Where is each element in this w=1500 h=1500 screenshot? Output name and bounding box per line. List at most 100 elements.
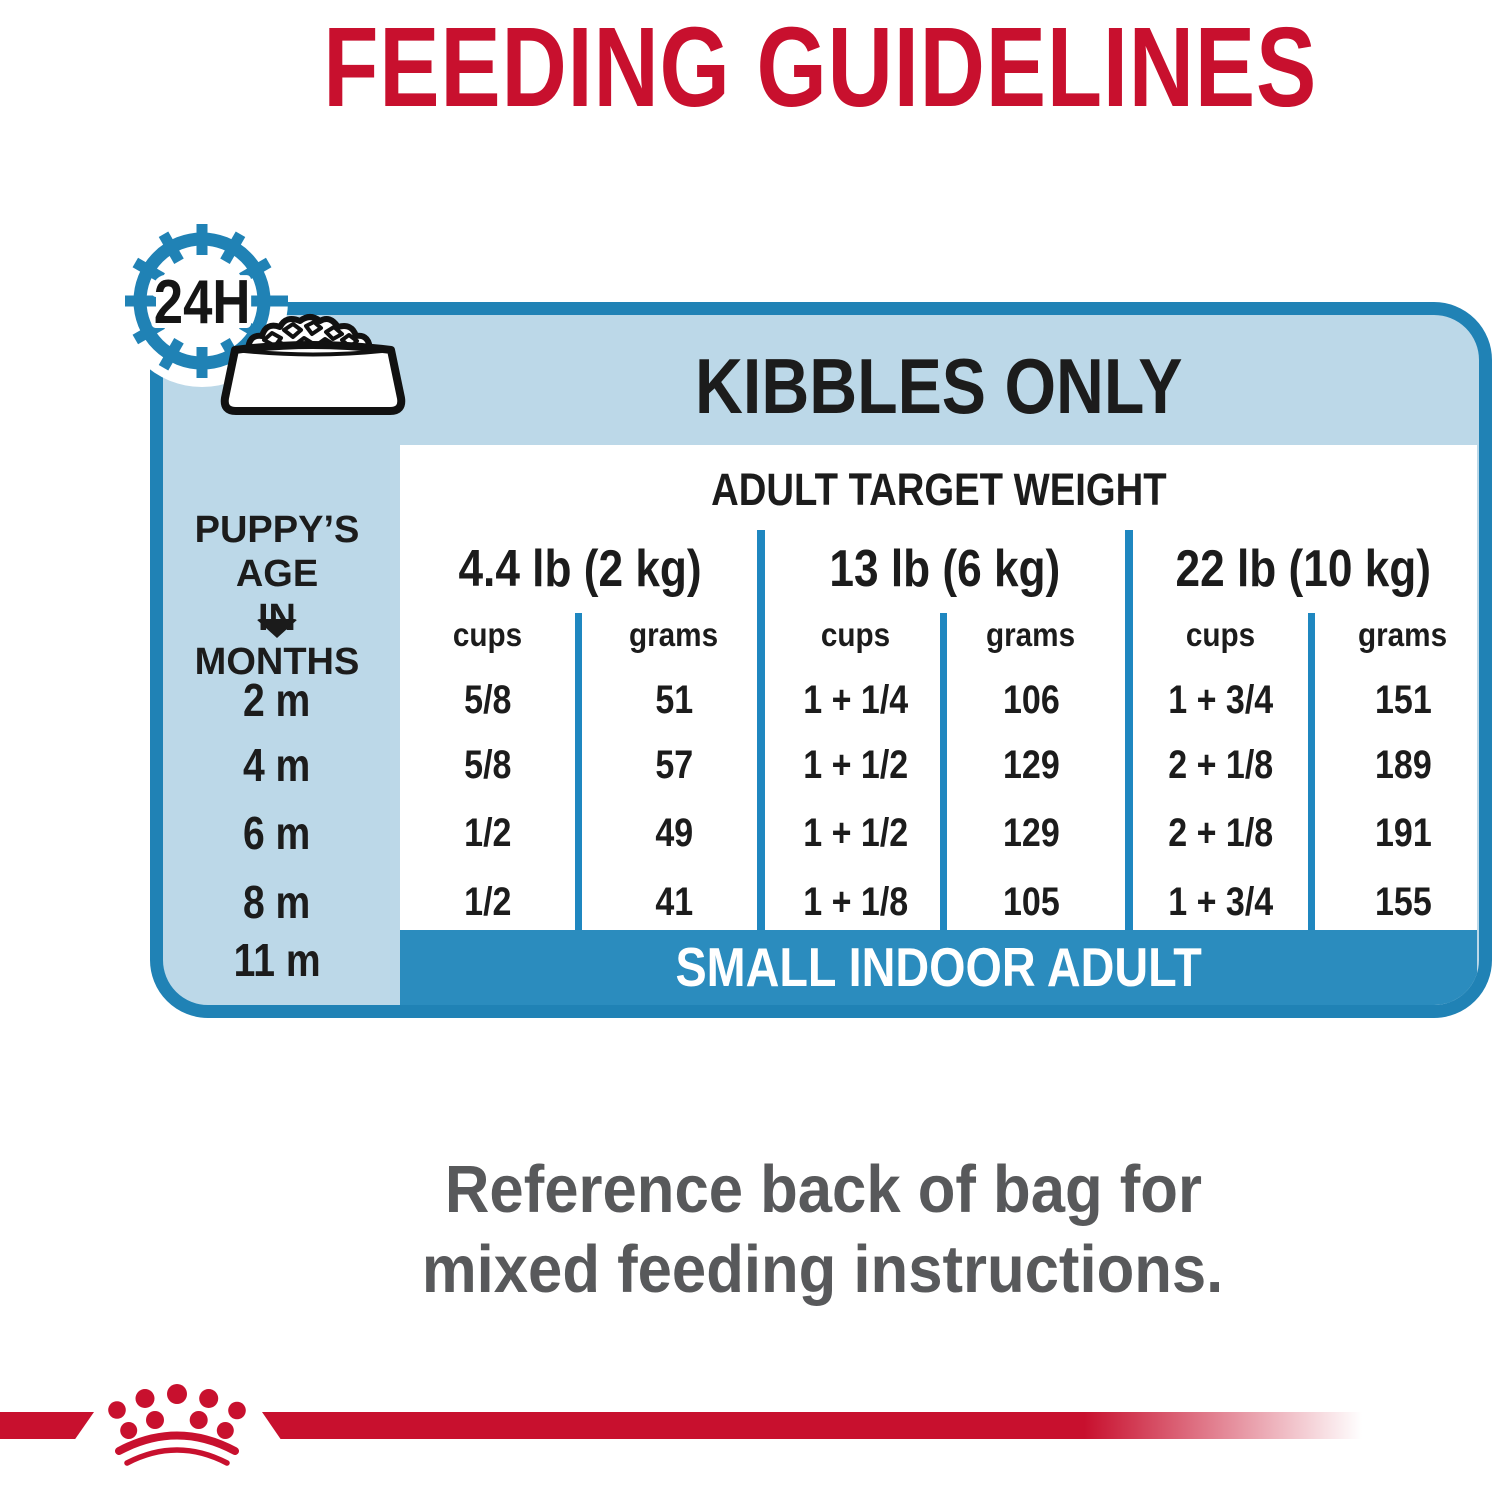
cell-8m-cups-6kg: 1 + 1/8 — [803, 880, 909, 924]
table-cell: 2 + 1/8 — [1136, 809, 1306, 857]
table-cell: 1/2 — [403, 809, 573, 857]
unit-grams: grams — [986, 616, 1076, 653]
reference-note: Reference back of bag for mixed feeding … — [146, 1150, 1500, 1310]
note-line2-text: mixed feeding instructions. — [422, 1232, 1224, 1307]
unit-cups: cups — [821, 616, 891, 653]
age-label: 11 m — [177, 934, 377, 986]
cell-6m-cups-10kg: 2 + 1/8 — [1168, 811, 1274, 855]
cell-8m-grams-2kg: 41 — [655, 880, 693, 924]
table-cell: 1 + 1/4 — [771, 676, 941, 724]
cell-6m-grams-2kg: 49 — [655, 811, 693, 855]
down-arrow-icon — [256, 619, 298, 638]
kibbles-only-heading: KIBBLES ONLY — [400, 343, 1477, 429]
clock-24h-icon: 24H — [116, 215, 288, 387]
cell-4m-cups-2kg: 5/8 — [464, 743, 512, 787]
table-cell: 155 — [1318, 878, 1479, 926]
table-cell: 129 — [946, 741, 1116, 789]
table-cell: 1 + 1/2 — [771, 809, 941, 857]
age-6m: 6 m — [243, 807, 311, 859]
adult-target-weight-header: ADULT TARGET WEIGHT — [400, 465, 1477, 515]
column-divider — [1125, 530, 1133, 930]
table-cell: 49 — [589, 809, 759, 857]
column-divider — [1308, 613, 1315, 930]
unit-header: cups — [403, 617, 573, 653]
cell-4m-grams-2kg: 57 — [655, 743, 693, 787]
table-cell: 5/8 — [403, 676, 573, 724]
unit-header: grams — [946, 617, 1116, 653]
brand-band-right — [262, 1412, 1420, 1439]
table-cell: 57 — [589, 741, 759, 789]
weight-group-header: 22 lb (10 kg) — [1129, 541, 1477, 597]
cell-4m-grams-10kg: 189 — [1374, 743, 1432, 787]
table-cell: 5/8 — [403, 741, 573, 789]
table-cell: 191 — [1318, 809, 1479, 857]
age-label: 2 m — [177, 674, 377, 726]
clock-24h-label: 24H — [154, 268, 251, 337]
age-4m: 4 m — [243, 739, 311, 791]
age-column-header: PUPPY’S AGE IN MONTHS — [177, 508, 377, 684]
cell-6m-cups-2kg: 1/2 — [464, 811, 512, 855]
royal-canin-crown-logo — [108, 1384, 246, 1466]
unit-header: cups — [1136, 617, 1306, 653]
age-label: 8 m — [177, 876, 377, 928]
cell-2m-grams-2kg: 51 — [655, 678, 693, 722]
cell-4m-cups-10kg: 2 + 1/8 — [1168, 743, 1274, 787]
cell-6m-grams-6kg: 129 — [1002, 811, 1060, 855]
unit-cups: cups — [453, 616, 523, 653]
cell-8m-grams-6kg: 105 — [1002, 880, 1060, 924]
column-divider — [940, 613, 947, 930]
table-cell: 2 + 1/8 — [1136, 741, 1306, 789]
note-line1-text: Reference back of bag for — [444, 1152, 1202, 1227]
table-cell: 1 + 1/2 — [771, 741, 941, 789]
cell-2m-cups-2kg: 5/8 — [464, 678, 512, 722]
unit-header: grams — [1318, 616, 1479, 653]
weight-10kg: 22 lb (10 kg) — [1175, 540, 1431, 598]
cell-6m-cups-6kg: 1 + 1/2 — [803, 811, 909, 855]
cell-8m-cups-2kg: 1/2 — [464, 880, 512, 924]
table-cell: 105 — [946, 878, 1116, 926]
cell-2m-grams-6kg: 106 — [1002, 678, 1060, 722]
age-label: 6 m — [177, 807, 377, 859]
food-bowl-icon — [220, 314, 406, 415]
table-cell: 189 — [1318, 741, 1479, 789]
feeding-table-panel: KIBBLES ONLY PUPPY’S AGE IN MONTHS 2 m 4… — [150, 302, 1492, 1018]
cell-2m-grams-10kg: 151 — [1374, 678, 1432, 722]
adult-target-weight-text: ADULT TARGET WEIGHT — [710, 464, 1167, 515]
age-header-line2: IN MONTHS — [194, 597, 360, 683]
unit-grams: grams — [1358, 616, 1448, 653]
page-title: FEEDING GUIDELINES — [150, 8, 1490, 126]
column-divider — [575, 613, 582, 930]
table-cell: 106 — [946, 676, 1116, 724]
age-11m: 11 m — [233, 934, 321, 986]
table-cell: 1 + 3/4 — [1136, 676, 1306, 724]
weight-group-header: 13 lb (6 kg) — [761, 541, 1129, 597]
page-title-text: FEEDING GUIDELINES — [323, 4, 1317, 130]
table-cell: 129 — [946, 809, 1116, 857]
table-cell: 1 + 1/8 — [771, 878, 941, 926]
age-label: 4 m — [177, 739, 377, 791]
reference-note-line2: mixed feeding instructions. — [146, 1230, 1500, 1310]
reference-note-line1: Reference back of bag for — [146, 1150, 1500, 1230]
unit-grams: grams — [629, 616, 719, 653]
cell-2m-cups-10kg: 1 + 3/4 — [1168, 678, 1274, 722]
table-cell: 41 — [589, 878, 759, 926]
cell-8m-grams-10kg: 155 — [1374, 880, 1432, 924]
weight-6kg: 13 lb (6 kg) — [829, 540, 1061, 598]
unit-header: cups — [771, 617, 941, 653]
product-name: SMALL INDOOR ADULT — [400, 930, 1477, 1005]
column-divider — [757, 530, 765, 930]
table-cell: 51 — [589, 676, 759, 724]
table-cell: 1/2 — [403, 878, 573, 926]
weight-2kg: 4.4 lb (2 kg) — [458, 540, 703, 598]
table-cell: 151 — [1318, 676, 1479, 724]
cell-6m-grams-10kg: 191 — [1374, 811, 1432, 855]
product-name-bar: SMALL INDOOR ADULT — [400, 930, 1477, 1005]
unit-cups: cups — [1186, 616, 1256, 653]
table-cell: 1 + 3/4 — [1136, 878, 1306, 926]
cell-4m-grams-6kg: 129 — [1002, 743, 1060, 787]
weight-group-header: 4.4 lb (2 kg) — [400, 541, 761, 597]
age-header-line1: PUPPY’S AGE — [194, 509, 360, 595]
age-2m: 2 m — [243, 674, 311, 726]
cell-8m-cups-10kg: 1 + 3/4 — [1168, 880, 1274, 924]
